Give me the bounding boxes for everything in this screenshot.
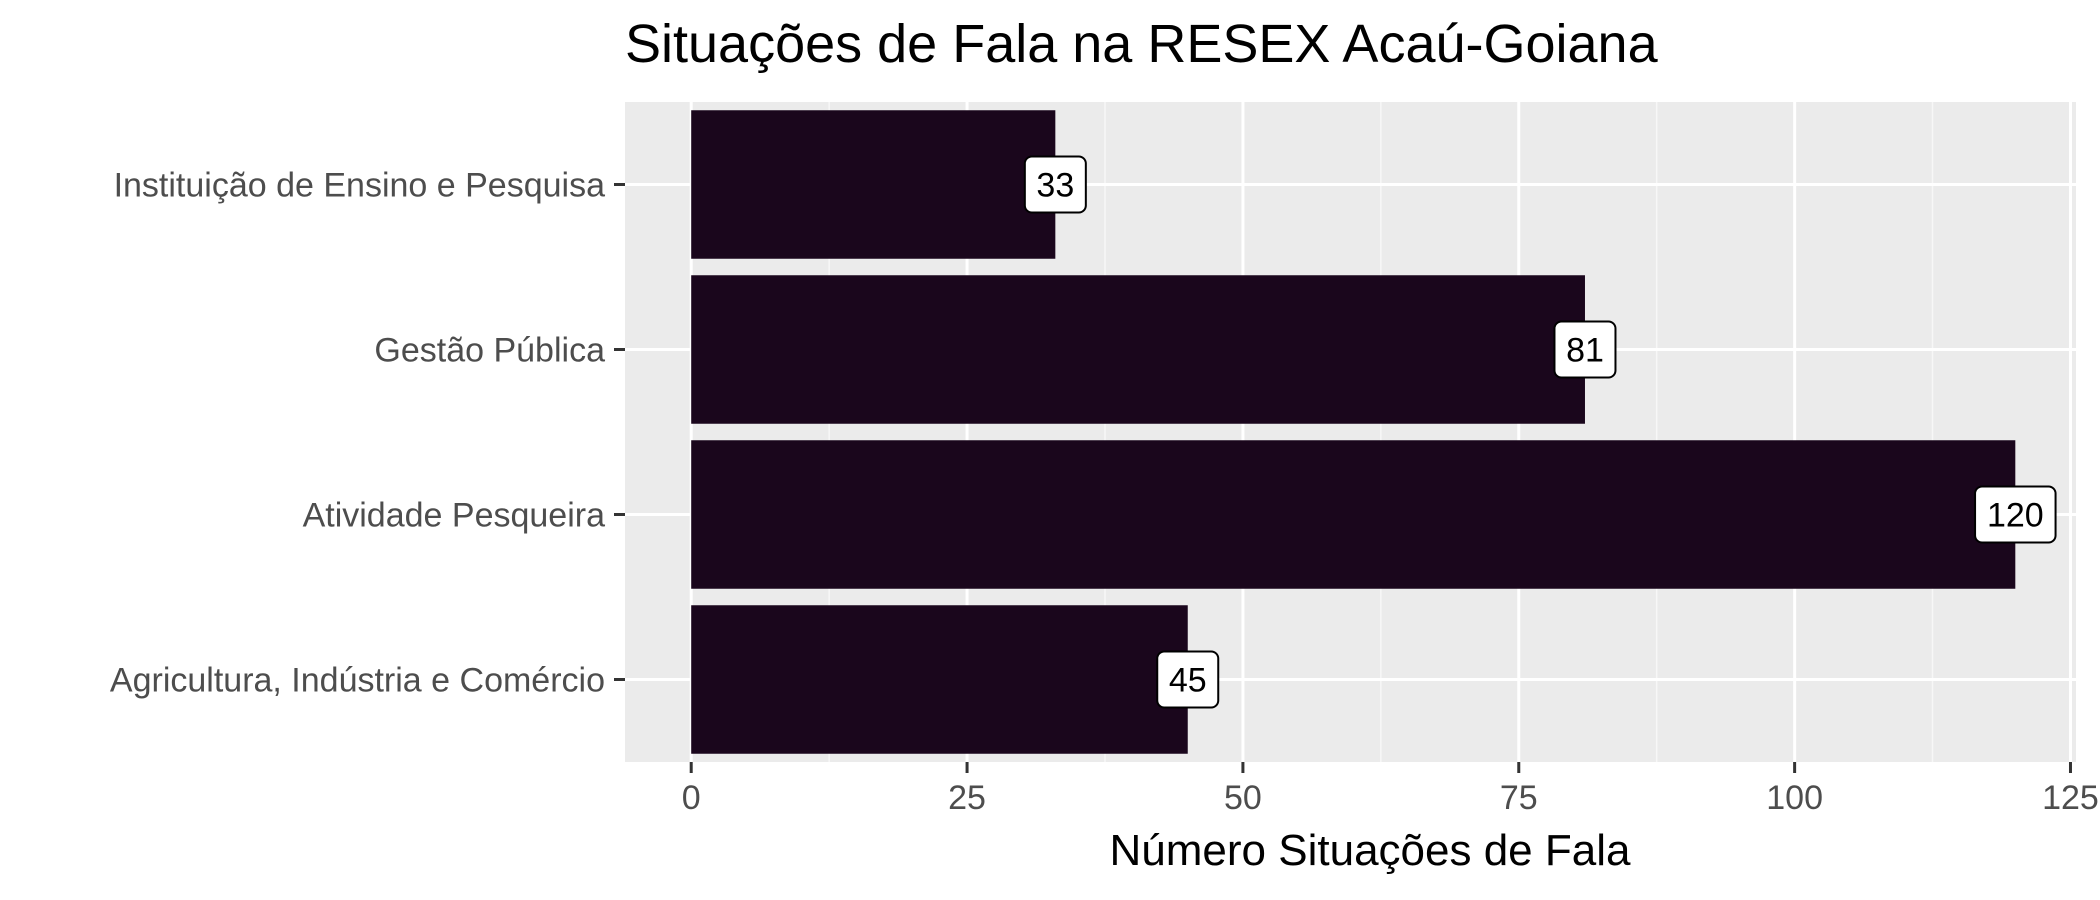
bar [691, 275, 1585, 424]
chart-title: Situações de Fala na RESEX Acaú-Goiana [625, 14, 1659, 74]
data-labels: 45 120 81 33 [1023, 155, 2057, 709]
x-tick-label: 100 [1766, 779, 1823, 817]
x-tick-label: 125 [2042, 779, 2099, 817]
bar [691, 605, 1188, 754]
x-tick-label: 75 [1500, 779, 1538, 817]
data-label-box [1023, 155, 1087, 214]
x-tick-label: 25 [948, 779, 986, 817]
y-tick-label: Agricultura, Indústria e Comércio [110, 662, 605, 700]
bars [691, 110, 2016, 754]
y-tick-label: Instituição de Ensino e Pesquisa [114, 167, 606, 205]
x-axis: 0 25 50 75 100 125 [682, 762, 2099, 817]
data-label-box [1156, 650, 1220, 709]
bar [691, 440, 2016, 589]
y-axis: Agricultura, Indústria e Comércio Ativida… [110, 167, 625, 700]
y-tick-label: Gestão Pública [374, 332, 605, 370]
bar [691, 110, 1056, 259]
data-label-box [1974, 485, 2057, 544]
x-axis-title: Número Situações de Fala [1110, 826, 1631, 875]
data-label: 33 [1036, 167, 1074, 205]
data-label: 81 [1566, 332, 1604, 370]
x-tick-label: 0 [682, 779, 701, 817]
data-label-box [1553, 320, 1617, 379]
x-tick-label: 50 [1224, 779, 1262, 817]
data-label: 120 [1987, 497, 2044, 535]
y-tick-label: Atividade Pesqueira [303, 497, 606, 535]
data-label: 45 [1169, 662, 1207, 700]
